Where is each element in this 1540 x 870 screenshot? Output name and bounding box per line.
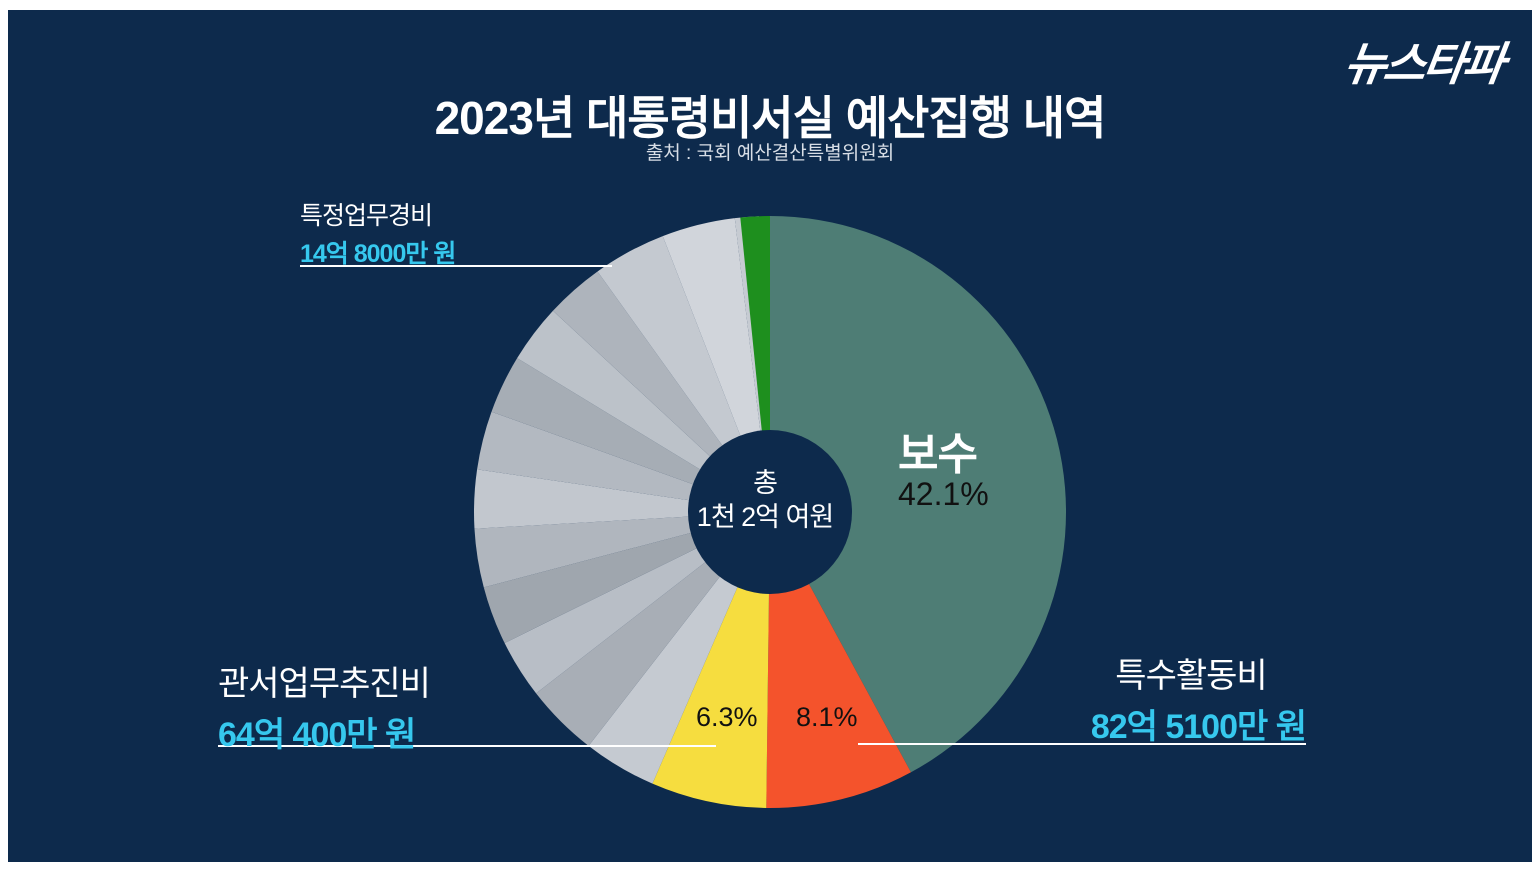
slice-percent-office-expense: 6.3%: [696, 702, 758, 732]
center-label-line2: 1천 2억 여원: [696, 502, 834, 532]
slice-salary: [770, 216, 1067, 773]
pie-center-hole: [688, 430, 852, 594]
label-specific-duty-name: 특정업무경비: [300, 202, 433, 230]
label-office-expense: 관서업무추진비 64억 400만 원: [218, 656, 431, 756]
label-specific-duty-amount: 14억 8000만 원: [300, 240, 456, 268]
chart-title: 2023년 대통령비서실 예산집행 내역: [434, 92, 1107, 144]
slice-label-salary: 보수: [898, 430, 978, 479]
slice-percent-special-activity: 8.1%: [796, 702, 858, 732]
center-label-line1: 총: [753, 468, 778, 498]
chart-source: 출처 : 국회 예산결산특별위원회: [645, 143, 895, 164]
label-special-activity: 특수활동비 82억 5100만 원: [1076, 648, 1307, 748]
label-special-activity-name: 특수활동비: [1115, 657, 1267, 695]
slice-other-segment: [536, 512, 770, 746]
label-office-expense-amount: 64억 400만 원: [218, 716, 416, 754]
label-special-activity-amount: 82억 5100만 원: [1090, 708, 1307, 746]
center-total-label: 총 1천 2억 여원: [690, 466, 840, 534]
label-specific-duty: 특정업무경비 14억 8000만 원: [300, 196, 456, 270]
slice-percent-salary: 42.1%: [898, 476, 989, 512]
label-office-expense-name: 관서업무추진비: [218, 665, 431, 703]
